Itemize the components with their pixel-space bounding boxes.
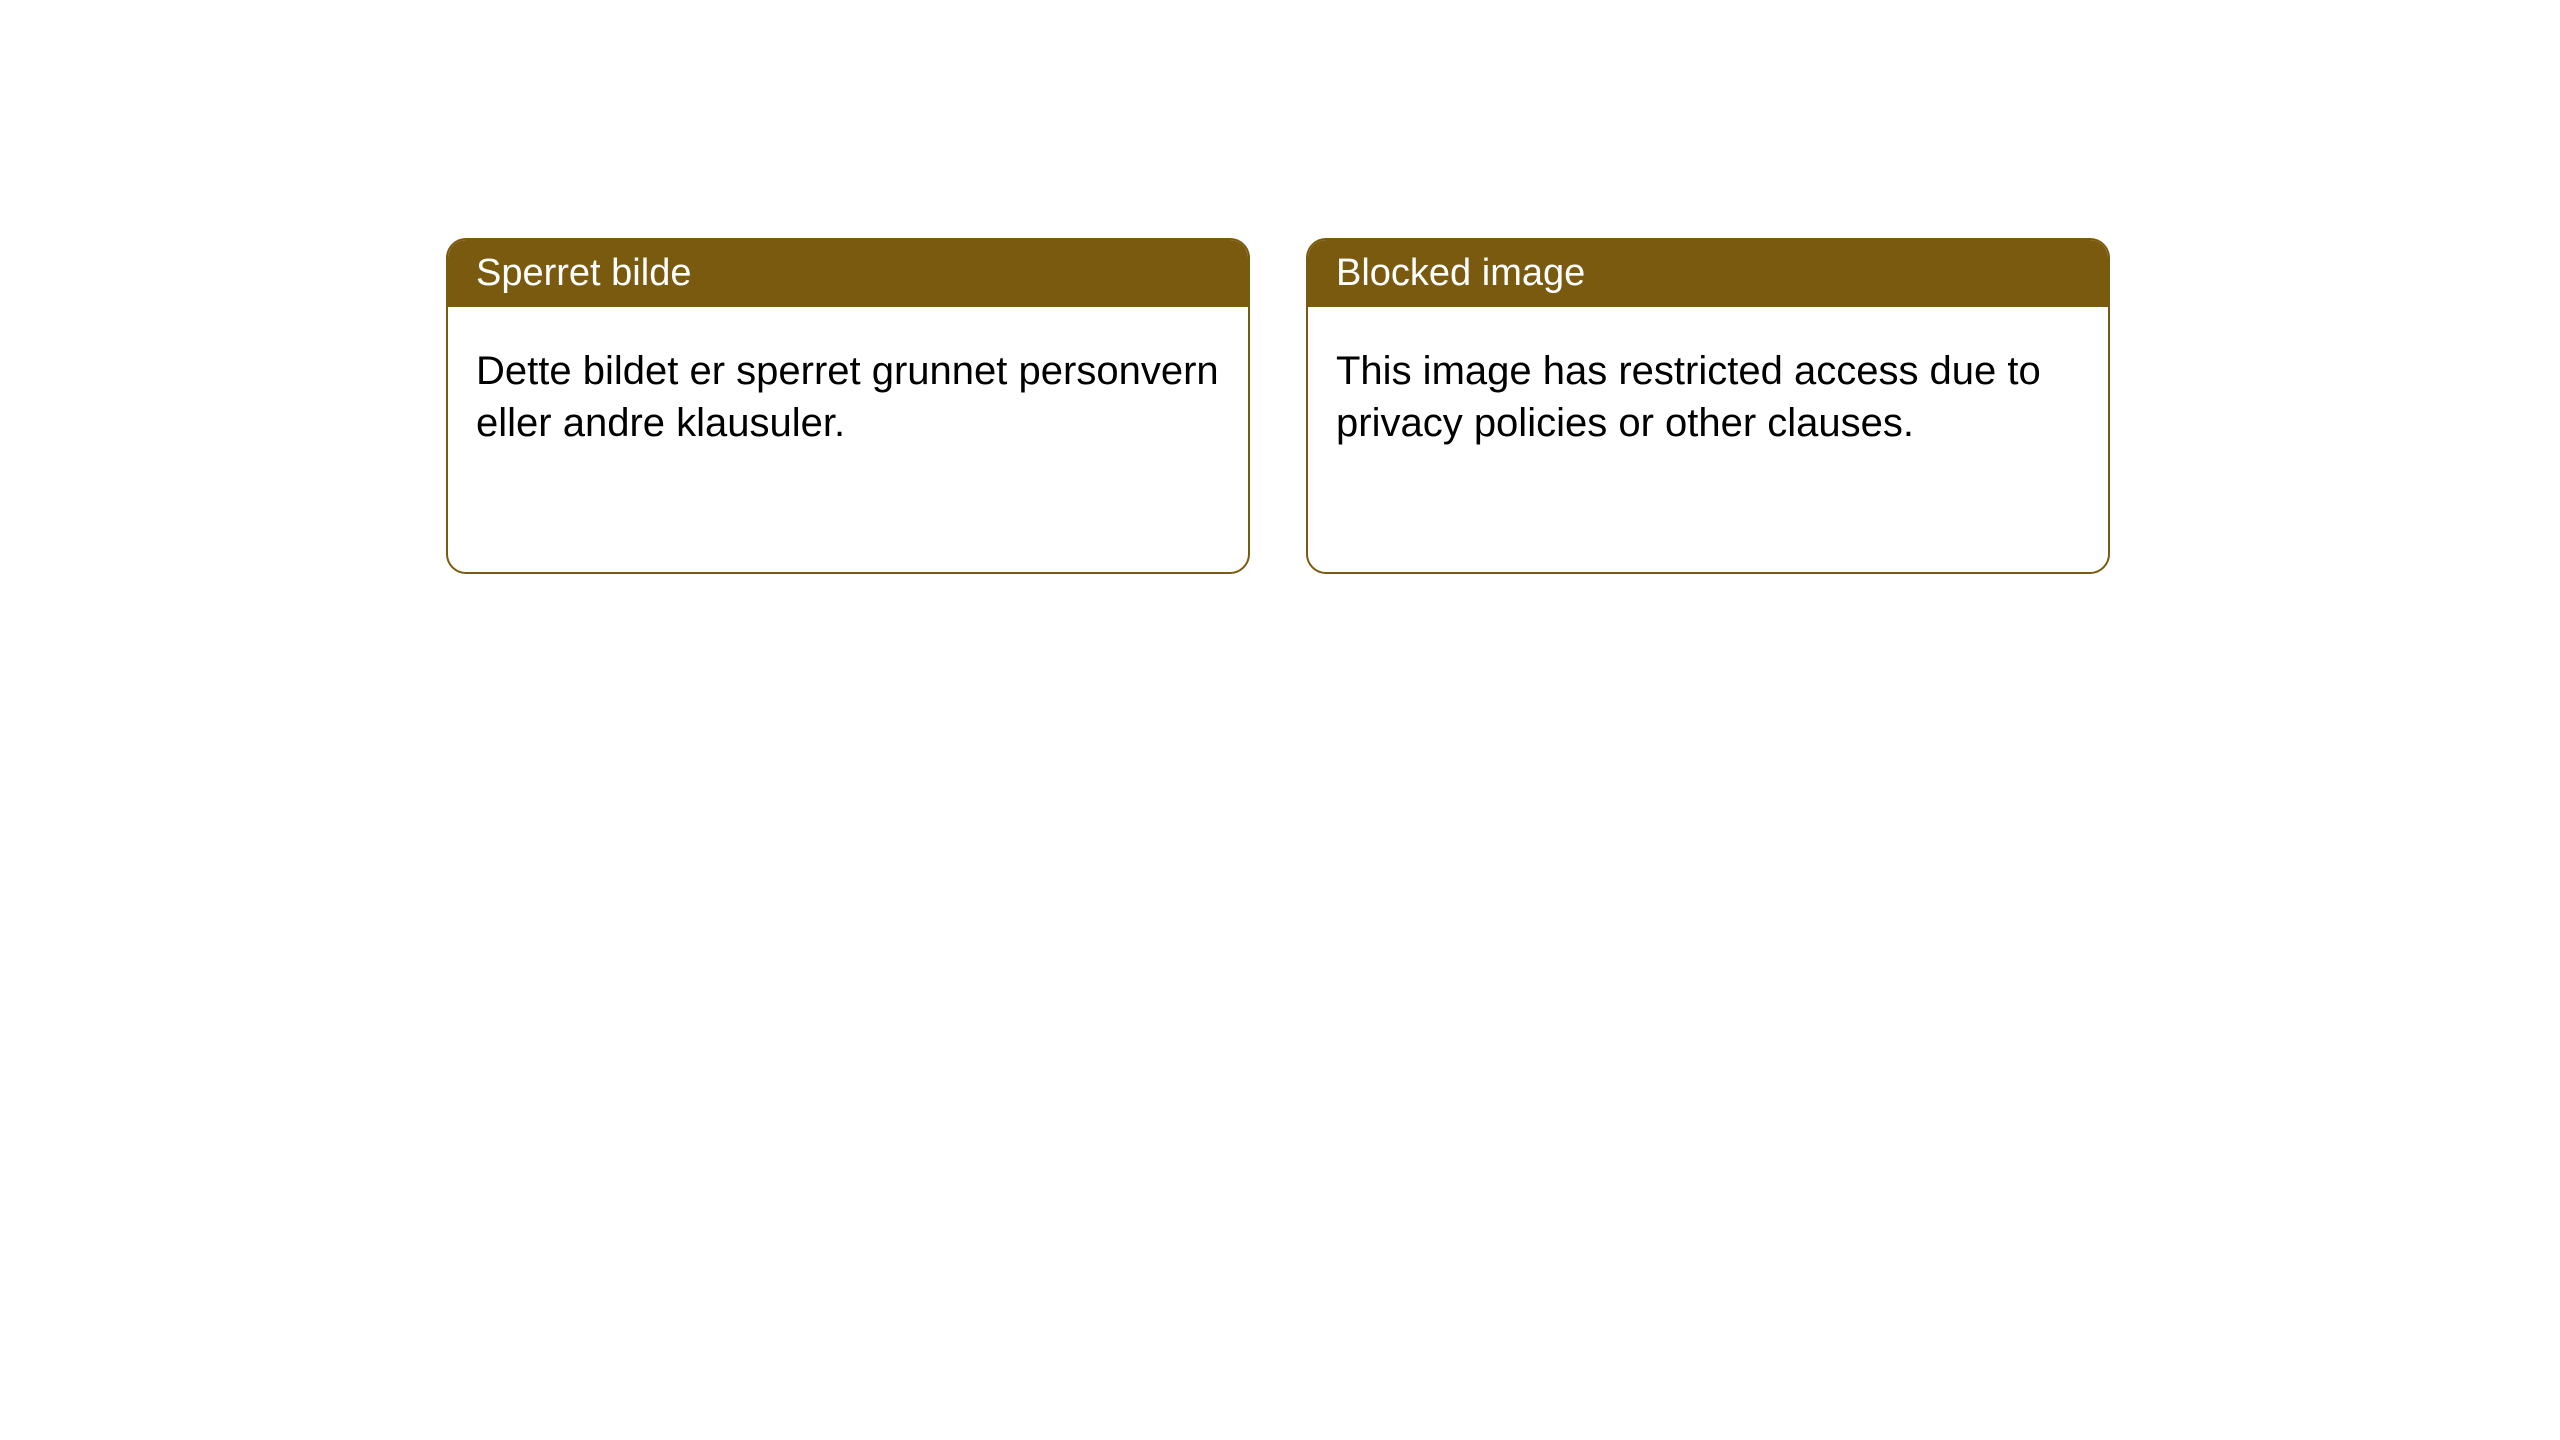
notice-card-english: Blocked image This image has restricted … <box>1306 238 2110 574</box>
card-header: Blocked image <box>1308 240 2108 307</box>
notice-cards-container: Sperret bilde Dette bildet er sperret gr… <box>446 238 2560 574</box>
card-body-text: This image has restricted access due to … <box>1336 349 2041 445</box>
card-body-text: Dette bildet er sperret grunnet personve… <box>476 349 1219 445</box>
notice-card-norwegian: Sperret bilde Dette bildet er sperret gr… <box>446 238 1250 574</box>
card-body: This image has restricted access due to … <box>1308 307 2108 487</box>
card-title: Blocked image <box>1336 252 1585 294</box>
card-body: Dette bildet er sperret grunnet personve… <box>448 307 1248 487</box>
card-title: Sperret bilde <box>476 252 691 294</box>
card-header: Sperret bilde <box>448 240 1248 307</box>
